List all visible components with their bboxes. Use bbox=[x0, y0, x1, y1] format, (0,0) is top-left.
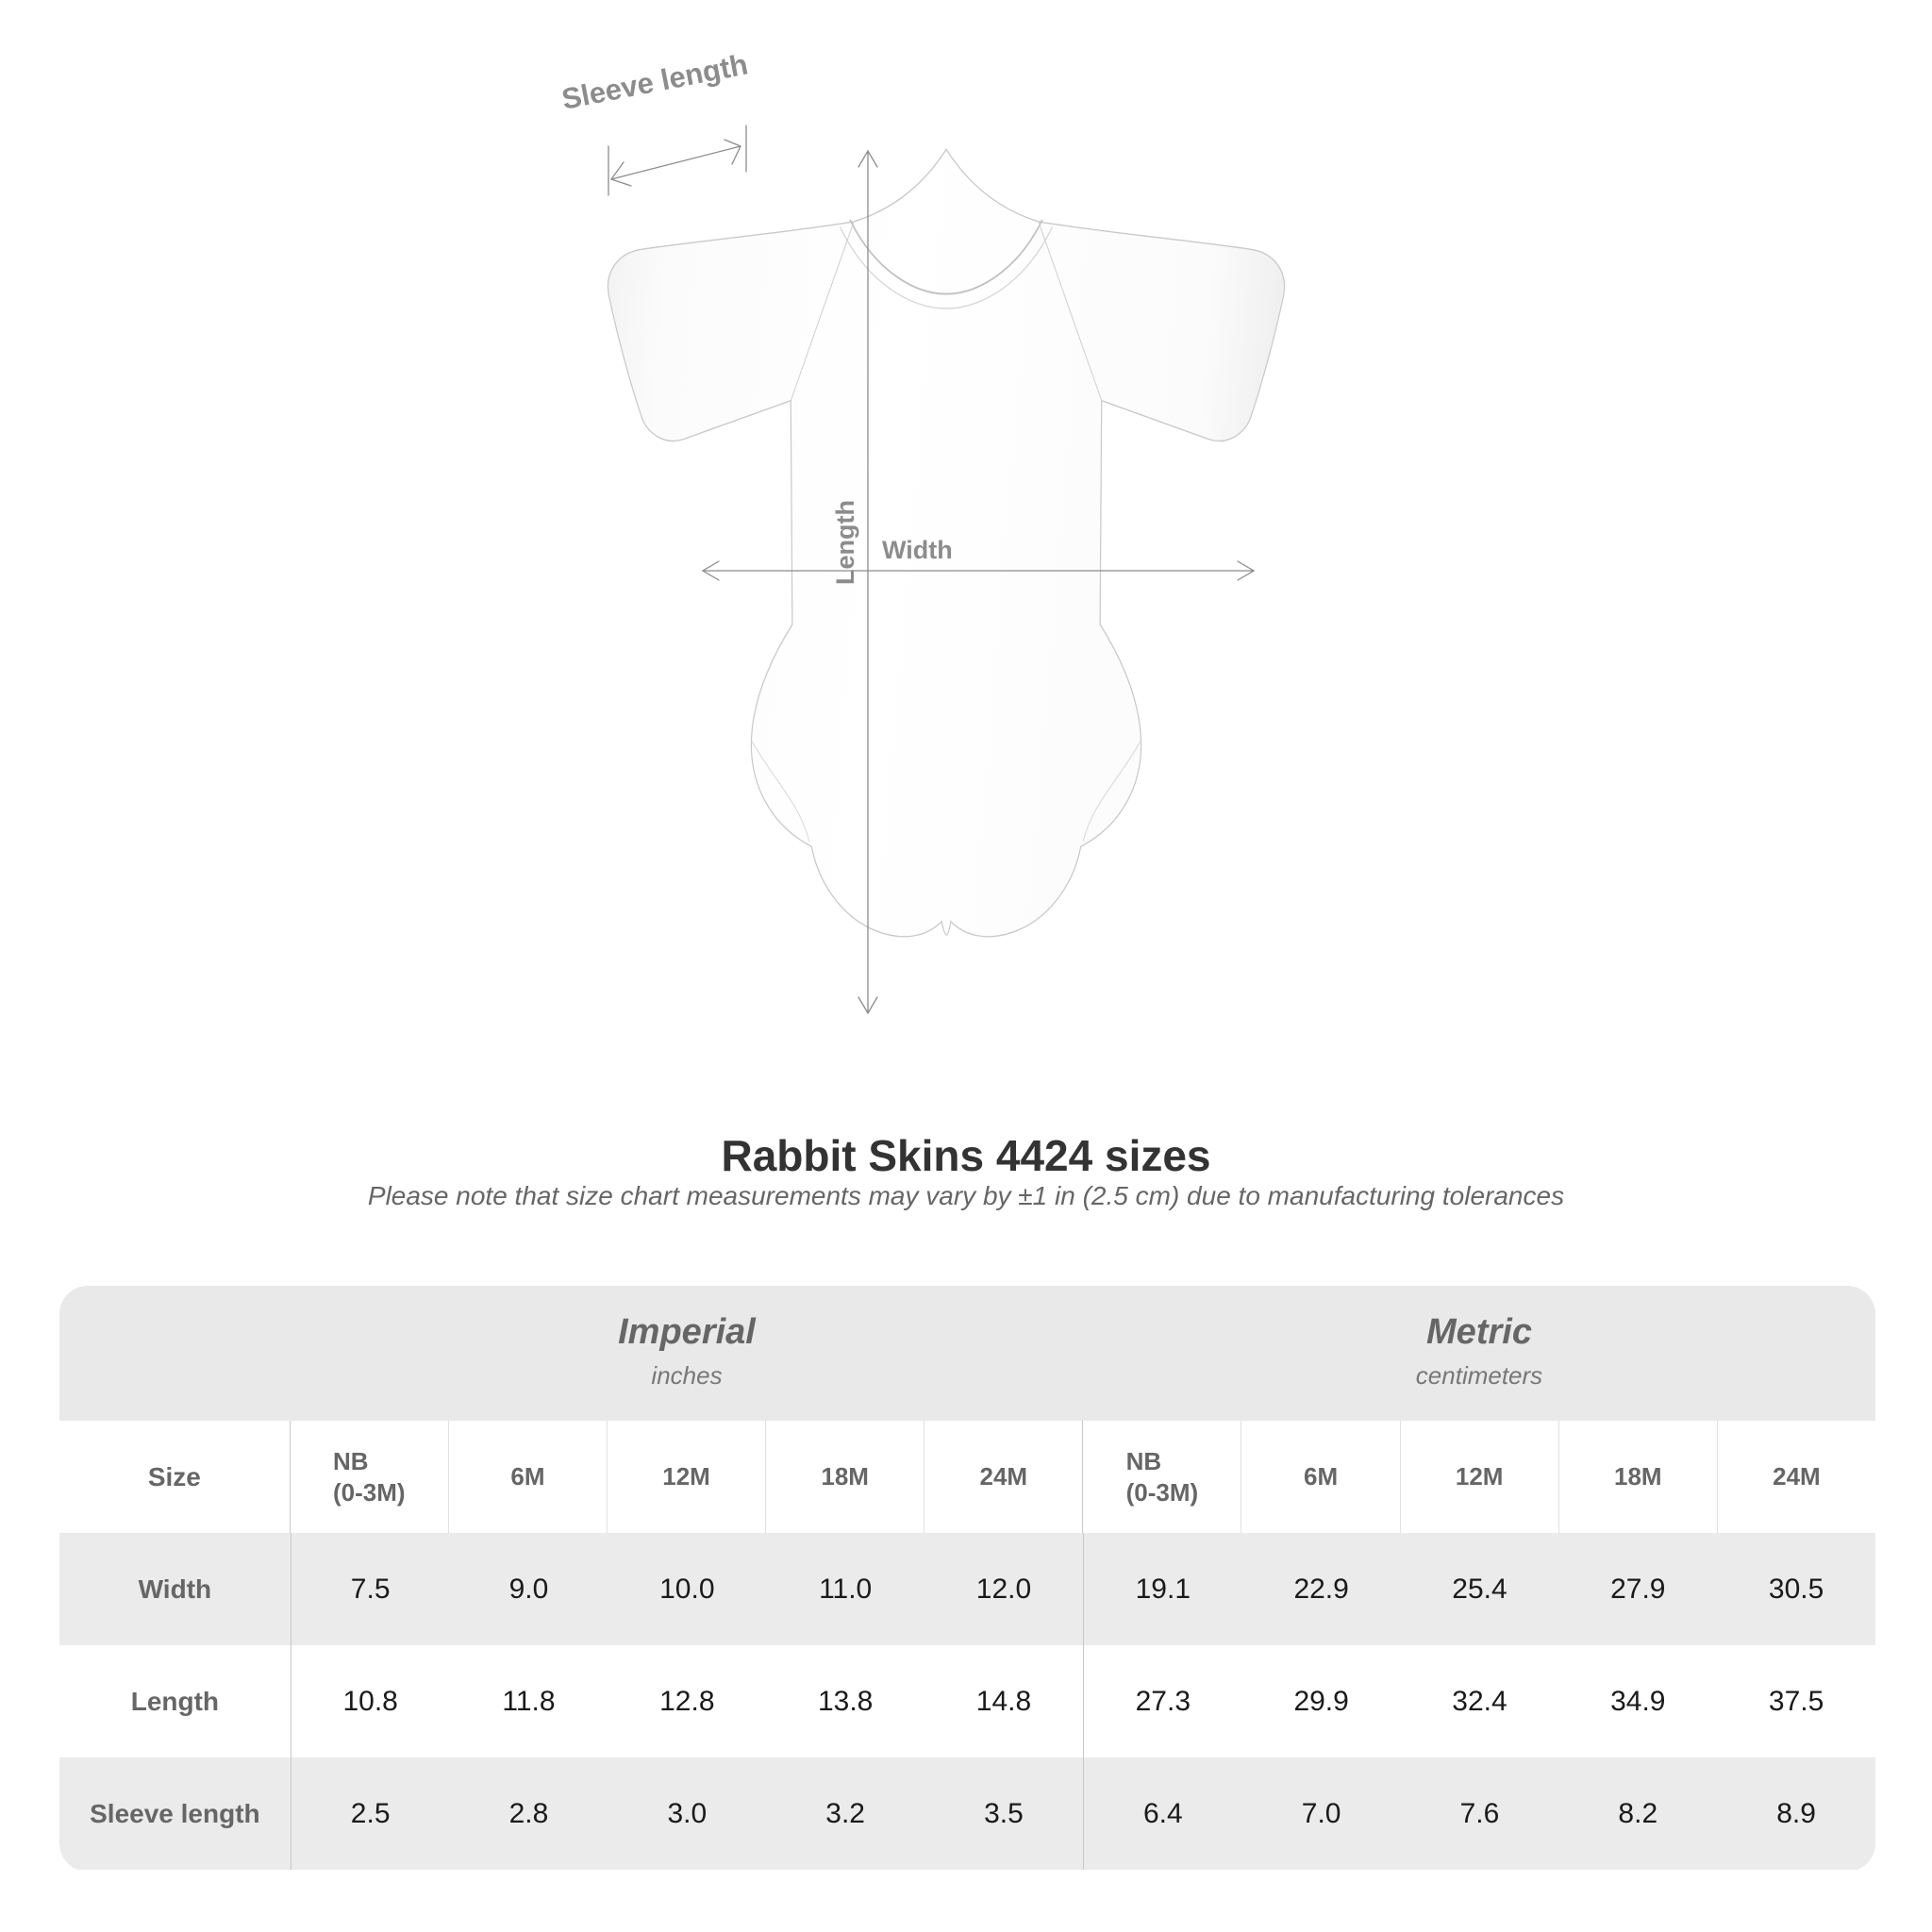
svg-text:Sleeve length: Sleeve length bbox=[559, 47, 751, 115]
